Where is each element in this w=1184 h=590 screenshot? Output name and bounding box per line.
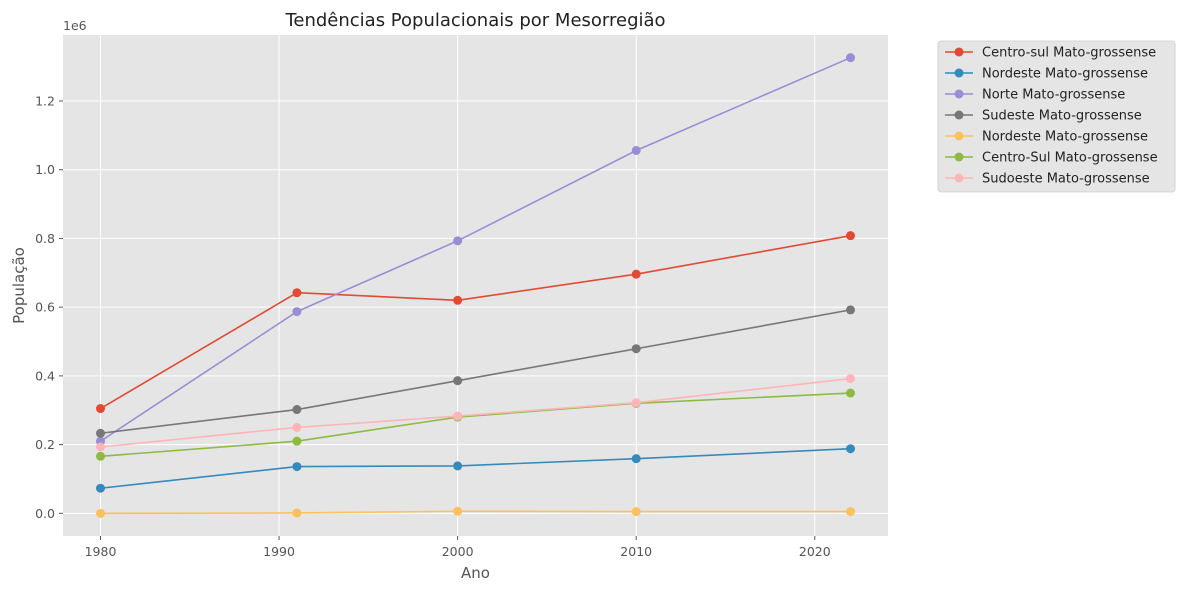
- legend-label: Centro-Sul Mato-grossense: [982, 151, 1158, 166]
- data-point: [453, 376, 463, 386]
- legend-item: Centro-sul Mato-grossense: [945, 46, 1156, 61]
- y-tick-label: 1.2: [35, 93, 55, 108]
- legend-label: Norte Mato-grossense: [982, 88, 1125, 103]
- y-tick-label: 0.6: [35, 300, 55, 315]
- legend-swatch-marker: [954, 68, 964, 78]
- data-point: [453, 506, 463, 516]
- y-tick-label: 0.4: [35, 368, 55, 383]
- x-axis-ticks: 1980 1990 2000 2010 2020: [85, 536, 831, 559]
- data-point: [631, 398, 641, 408]
- y-axis-ticks: 0.0 0.2 0.4 0.6 0.8 1.0 1.2: [35, 93, 63, 521]
- legend: Centro-sul Mato-grossense Nordeste Mato-g…: [937, 40, 1176, 193]
- data-point: [453, 461, 463, 471]
- series-line: [96, 305, 855, 438]
- legend-swatch-marker: [954, 152, 964, 162]
- data-point: [96, 442, 105, 452]
- data-point: [846, 305, 855, 315]
- y-tick-label: 0.0: [35, 506, 55, 521]
- legend-swatch-marker: [954, 47, 964, 57]
- legend-swatch-marker: [954, 89, 964, 99]
- legend-item: Centro-Sul Mato-grossense: [945, 151, 1158, 166]
- data-point: [846, 444, 855, 454]
- x-tick-label: 1990: [263, 544, 295, 559]
- legend-item: Sudeste Mato-grossense: [945, 109, 1142, 124]
- data-point: [631, 507, 641, 517]
- legend-swatch-marker: [954, 173, 964, 183]
- legend-label: Sudeste Mato-grossense: [982, 109, 1142, 124]
- y-axis-label: População: [10, 247, 28, 324]
- data-point: [96, 404, 105, 414]
- x-tick-label: 1980: [85, 544, 117, 559]
- data-point: [631, 454, 641, 464]
- legend-swatch-marker: [954, 110, 964, 120]
- legend-label: Nordeste Mato-grossense: [982, 67, 1148, 82]
- data-point: [96, 508, 105, 518]
- legend-swatch-marker: [954, 131, 964, 141]
- legend-item: Norte Mato-grossense: [945, 88, 1125, 103]
- x-tick-label: 2020: [799, 544, 831, 559]
- data-point: [846, 374, 855, 384]
- legend-item: Nordeste Mato-grossense: [945, 67, 1148, 82]
- legend-item: Sudoeste Mato-grossense: [945, 172, 1150, 187]
- data-point: [96, 428, 105, 438]
- data-point: [292, 307, 302, 317]
- x-tick-label: 2010: [620, 544, 652, 559]
- legend-label: Centro-sul Mato-grossense: [982, 46, 1156, 61]
- y-tick-label: 0.2: [35, 437, 55, 452]
- plot-background: [63, 35, 888, 536]
- data-point: [453, 295, 463, 305]
- series-line: [96, 231, 855, 414]
- y-tick-label: 1.0: [35, 162, 55, 177]
- data-point: [96, 483, 105, 493]
- legend-item: Nordeste Mato-grossense: [945, 130, 1148, 145]
- data-point: [292, 405, 302, 415]
- y-tick-label: 0.8: [35, 231, 55, 246]
- chart-title: Tendências Populacionais por Mesorregião: [284, 10, 665, 31]
- data-point: [292, 508, 302, 518]
- data-point: [631, 145, 641, 155]
- data-point: [846, 388, 855, 398]
- series-line: [96, 506, 855, 518]
- x-axis-label: Ano: [461, 564, 490, 582]
- data-point: [292, 462, 302, 472]
- data-point: [292, 288, 302, 298]
- data-point: [453, 236, 463, 246]
- x-tick-label: 2000: [442, 544, 474, 559]
- y-offset-label: 1e6: [63, 18, 87, 33]
- series-line: [96, 444, 855, 493]
- data-point: [631, 344, 641, 354]
- legend-label: Sudoeste Mato-grossense: [982, 172, 1150, 187]
- data-point: [453, 411, 463, 421]
- series-group: [96, 53, 855, 518]
- data-point: [96, 451, 105, 461]
- data-point: [292, 436, 302, 446]
- data-point: [846, 507, 855, 517]
- data-point: [846, 231, 855, 241]
- data-point: [631, 269, 641, 279]
- legend-label: Nordeste Mato-grossense: [982, 130, 1148, 145]
- data-point: [846, 53, 855, 63]
- series-line: [96, 374, 855, 452]
- legend-box: [937, 40, 1176, 193]
- data-point: [292, 422, 302, 432]
